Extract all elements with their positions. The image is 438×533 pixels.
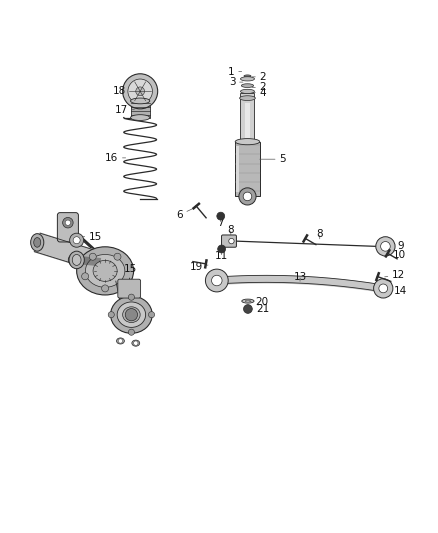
Text: 10: 10 (387, 250, 406, 260)
Ellipse shape (123, 307, 140, 322)
Text: 2: 2 (252, 83, 266, 92)
Ellipse shape (34, 238, 41, 247)
Text: 7: 7 (217, 217, 224, 228)
Circle shape (73, 237, 80, 244)
Ellipse shape (235, 139, 260, 145)
Ellipse shape (242, 299, 254, 303)
Circle shape (118, 339, 123, 343)
Text: 2: 2 (252, 72, 266, 82)
Text: 3: 3 (229, 77, 243, 87)
FancyBboxPatch shape (222, 235, 237, 247)
Ellipse shape (244, 75, 251, 77)
Circle shape (379, 284, 388, 293)
Ellipse shape (245, 300, 251, 302)
Text: 14: 14 (389, 286, 407, 296)
Circle shape (128, 79, 152, 103)
Circle shape (217, 212, 225, 220)
FancyBboxPatch shape (57, 213, 78, 242)
Text: 18: 18 (113, 86, 134, 96)
Circle shape (136, 87, 145, 96)
Bar (131, 101, 150, 118)
Polygon shape (116, 278, 136, 312)
Ellipse shape (117, 302, 145, 327)
Text: 21: 21 (249, 304, 269, 314)
Text: 4: 4 (252, 87, 266, 98)
Ellipse shape (77, 247, 134, 295)
Circle shape (205, 269, 228, 292)
Circle shape (128, 294, 134, 300)
Circle shape (374, 279, 393, 298)
Text: 9: 9 (390, 241, 404, 252)
Circle shape (229, 238, 234, 244)
Bar (237, 146, 240, 192)
Text: 15: 15 (117, 264, 137, 273)
Circle shape (212, 275, 222, 286)
Ellipse shape (132, 340, 140, 346)
Circle shape (114, 253, 121, 260)
Bar (245, 103, 250, 142)
Polygon shape (34, 233, 104, 271)
Ellipse shape (131, 115, 150, 120)
Circle shape (376, 237, 395, 256)
Ellipse shape (240, 96, 255, 101)
Polygon shape (34, 233, 104, 271)
Circle shape (125, 309, 138, 321)
Ellipse shape (72, 254, 81, 265)
Bar (235, 142, 260, 197)
Text: 20: 20 (249, 296, 268, 306)
Circle shape (134, 341, 138, 345)
Bar (240, 93, 254, 142)
Text: 1: 1 (228, 67, 242, 77)
Ellipse shape (131, 98, 150, 104)
Ellipse shape (240, 77, 254, 81)
Text: 17: 17 (115, 104, 134, 115)
Circle shape (68, 254, 81, 266)
Circle shape (102, 285, 109, 292)
Ellipse shape (93, 260, 117, 281)
Circle shape (65, 220, 71, 225)
Circle shape (63, 217, 73, 228)
Text: 8: 8 (227, 225, 234, 235)
Ellipse shape (31, 233, 44, 251)
Circle shape (81, 273, 88, 280)
FancyBboxPatch shape (118, 279, 141, 298)
Text: 11: 11 (215, 251, 228, 261)
Text: 6: 6 (176, 209, 192, 220)
Ellipse shape (69, 251, 84, 269)
Circle shape (381, 241, 390, 251)
Circle shape (239, 188, 256, 205)
Circle shape (148, 312, 155, 318)
Circle shape (243, 192, 252, 201)
Ellipse shape (241, 84, 254, 87)
Circle shape (89, 253, 96, 260)
Circle shape (218, 245, 226, 253)
Circle shape (108, 312, 114, 318)
Text: 5: 5 (260, 154, 286, 164)
Circle shape (244, 304, 252, 313)
Circle shape (128, 329, 134, 335)
Text: 8: 8 (316, 229, 323, 239)
Ellipse shape (117, 338, 124, 344)
Circle shape (123, 74, 158, 109)
Text: 12: 12 (385, 270, 405, 280)
Text: 13: 13 (293, 272, 307, 281)
Text: 19: 19 (190, 262, 208, 272)
Text: 16: 16 (105, 153, 126, 163)
Circle shape (70, 233, 84, 247)
Text: 15: 15 (82, 232, 102, 242)
Ellipse shape (240, 90, 254, 93)
Ellipse shape (85, 254, 125, 287)
Ellipse shape (110, 296, 152, 333)
